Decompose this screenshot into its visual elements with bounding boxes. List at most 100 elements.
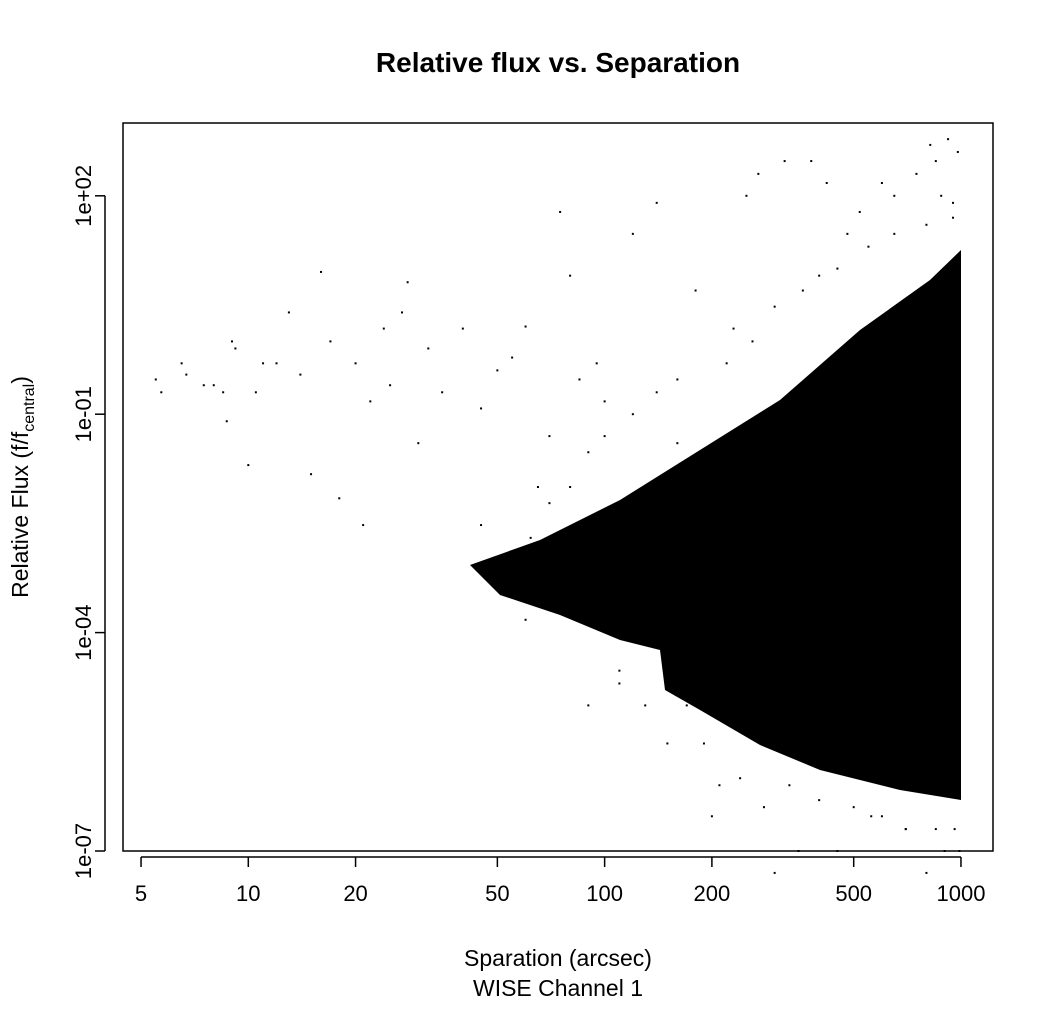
point — [940, 194, 943, 197]
point — [180, 362, 183, 365]
point — [603, 435, 606, 438]
point — [810, 160, 813, 163]
point — [825, 181, 828, 184]
point — [511, 356, 514, 359]
point — [732, 327, 735, 330]
point — [858, 210, 861, 213]
point — [480, 524, 483, 527]
point — [354, 362, 357, 365]
point — [587, 704, 590, 707]
point — [230, 340, 233, 343]
point — [511, 580, 514, 583]
dense-point-cloud — [470, 250, 961, 800]
point — [904, 828, 907, 831]
point — [934, 828, 937, 831]
point — [846, 232, 849, 235]
point — [893, 232, 896, 235]
point — [915, 172, 918, 175]
x-tick-label: 20 — [343, 881, 367, 906]
point — [676, 442, 679, 445]
point — [569, 274, 572, 277]
y-label-text: Relative Flux (f/f — [7, 431, 33, 598]
point — [310, 473, 313, 476]
subtitle: WISE Channel 1 — [473, 975, 643, 1001]
point — [536, 486, 539, 488]
y-tick-label: 1e-07 — [71, 823, 96, 879]
point — [154, 378, 157, 381]
point — [631, 232, 634, 235]
x-tick-label: 5 — [135, 881, 147, 906]
point — [329, 340, 332, 343]
point — [739, 777, 742, 780]
point — [685, 704, 688, 707]
point — [925, 871, 928, 874]
point — [406, 281, 409, 284]
point — [427, 347, 430, 350]
x-tick-label: 100 — [586, 881, 623, 906]
point — [247, 464, 250, 467]
point — [773, 305, 776, 308]
point — [836, 267, 839, 270]
point — [185, 373, 188, 376]
point — [702, 742, 705, 745]
point — [618, 669, 621, 672]
point — [925, 223, 928, 226]
point — [655, 391, 658, 394]
point — [401, 311, 404, 314]
point — [880, 181, 883, 184]
point — [222, 391, 225, 394]
point — [953, 828, 956, 831]
point — [644, 704, 647, 707]
point — [382, 327, 385, 330]
point — [958, 850, 961, 852]
y-tick-label: 1e-01 — [71, 386, 96, 442]
point — [694, 289, 697, 292]
point — [254, 391, 257, 394]
point — [725, 362, 728, 365]
point — [417, 442, 420, 445]
point — [676, 378, 679, 381]
point — [880, 815, 883, 818]
point — [496, 369, 499, 372]
point — [262, 362, 265, 365]
point — [934, 160, 937, 163]
point — [666, 742, 669, 745]
point — [490, 558, 493, 561]
point — [801, 289, 804, 292]
point — [773, 871, 776, 874]
point — [631, 413, 634, 416]
point — [389, 384, 392, 387]
point — [836, 850, 839, 852]
point — [751, 340, 754, 343]
point — [461, 327, 464, 330]
point — [441, 391, 444, 394]
point — [603, 400, 606, 403]
point — [943, 850, 946, 852]
point — [548, 435, 551, 438]
point — [952, 216, 955, 219]
point — [480, 407, 483, 410]
point — [952, 201, 955, 204]
point — [618, 682, 621, 685]
y-tick-label: 1e+02 — [71, 165, 96, 227]
point — [524, 618, 527, 621]
point — [287, 311, 290, 314]
point — [818, 799, 821, 802]
y-label-subscript: central — [21, 384, 38, 432]
point — [160, 391, 163, 394]
x-tick-label: 500 — [835, 881, 872, 906]
point — [762, 806, 765, 809]
point — [369, 400, 372, 403]
point — [870, 815, 873, 818]
point — [320, 270, 323, 273]
plot-frame — [122, 122, 994, 852]
point — [548, 502, 551, 505]
point — [234, 347, 237, 350]
point — [929, 143, 932, 146]
point — [524, 325, 527, 328]
point — [578, 378, 581, 381]
point — [212, 384, 215, 387]
y-tick-label: 1e-04 — [71, 604, 96, 660]
point — [587, 451, 590, 454]
